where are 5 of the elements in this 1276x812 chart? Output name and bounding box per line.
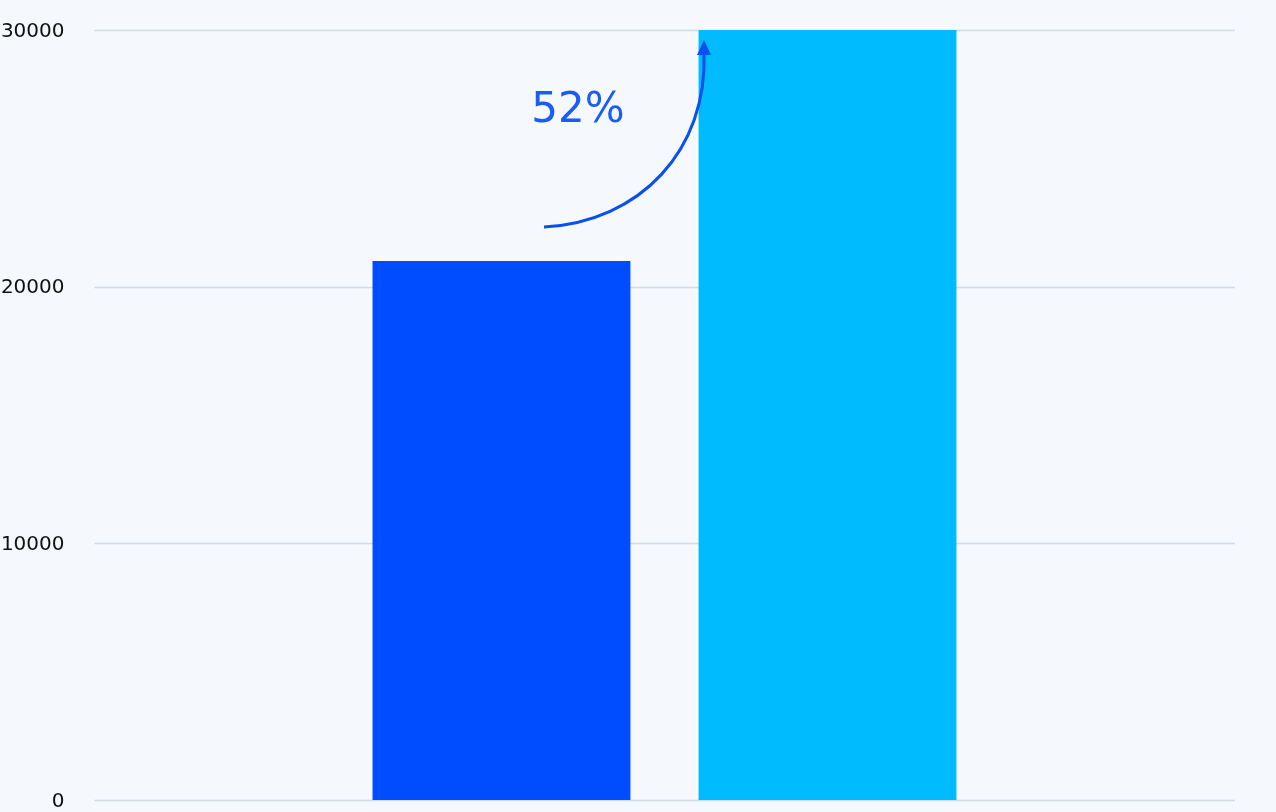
y-tick-label: 0 (51, 787, 65, 812)
y-tick-label: 30000 (0, 17, 65, 42)
y-tick-label: 10000 (0, 530, 65, 555)
annotation: 52% (531, 83, 625, 132)
y-tick-label: 20000 (0, 274, 65, 299)
